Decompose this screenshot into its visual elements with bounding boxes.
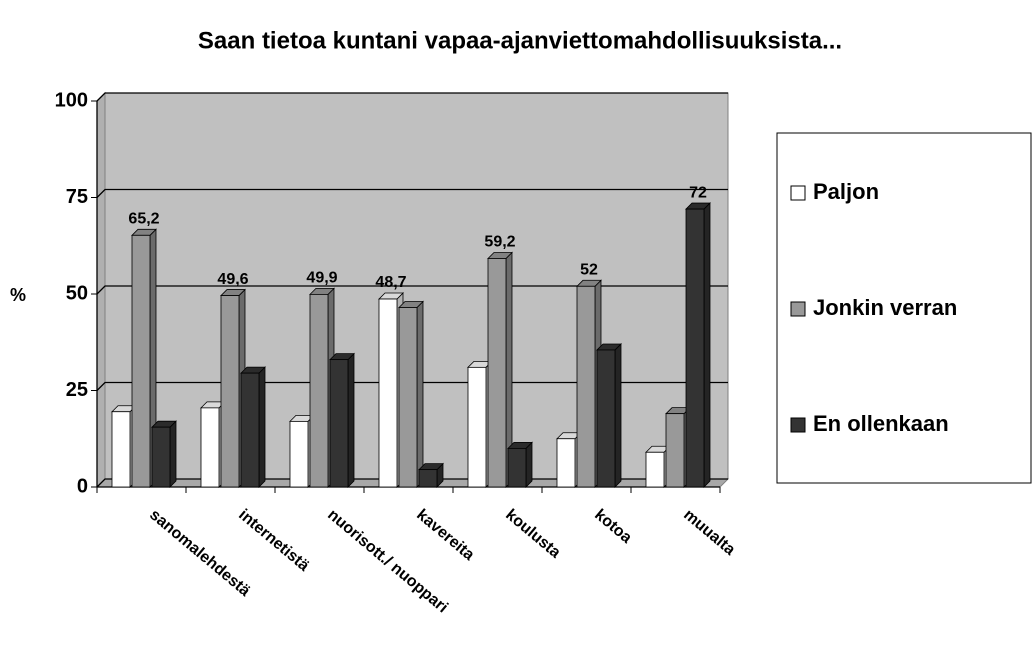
bar bbox=[151, 420, 177, 488]
bar-front bbox=[467, 366, 487, 488]
x-tick-label: internetistä bbox=[235, 506, 312, 575]
data-label: 59,2 bbox=[484, 234, 515, 251]
bar-front bbox=[329, 359, 349, 488]
bar-side bbox=[169, 420, 177, 488]
bar-front bbox=[240, 372, 260, 488]
x-tick-label: kavereita bbox=[413, 506, 477, 564]
y-tick-label: 0 bbox=[77, 475, 88, 497]
bar bbox=[131, 228, 157, 488]
x-tick-label: muualta bbox=[680, 506, 738, 559]
data-label: 49,6 bbox=[217, 271, 248, 288]
legend-label: Jonkin verran bbox=[813, 295, 957, 320]
bar-front bbox=[309, 293, 329, 488]
bar bbox=[398, 300, 424, 488]
grid-line bbox=[96, 188, 728, 198]
y-tick-label: 50 bbox=[66, 282, 88, 304]
x-tick-label: kotoa bbox=[591, 506, 635, 547]
legend-swatch bbox=[790, 417, 806, 433]
grid-line bbox=[96, 285, 728, 295]
legend-label: Paljon bbox=[813, 179, 879, 204]
bar-front bbox=[131, 234, 151, 488]
legend-swatch bbox=[790, 185, 806, 201]
chart-title: Saan tietoa kuntani vapaa-ajanviettomahd… bbox=[198, 27, 842, 54]
bar bbox=[596, 343, 622, 488]
data-label: 49,9 bbox=[306, 270, 337, 287]
x-tick-label: koulusta bbox=[502, 506, 563, 561]
grid-line bbox=[96, 92, 728, 102]
bar-side bbox=[258, 366, 266, 488]
bar-side bbox=[614, 343, 622, 488]
y-axis-label: % bbox=[10, 285, 26, 305]
bar bbox=[240, 366, 266, 488]
bar-front bbox=[556, 438, 576, 488]
bar-front bbox=[418, 469, 438, 488]
bar-front bbox=[378, 298, 398, 488]
legend-swatch bbox=[790, 301, 806, 317]
data-label: 72 bbox=[689, 184, 707, 201]
bar-side bbox=[347, 352, 355, 488]
data-label: 52 bbox=[580, 261, 598, 278]
data-label: 65,2 bbox=[128, 211, 159, 228]
bar bbox=[685, 202, 711, 488]
bar-front bbox=[151, 426, 171, 488]
bar-side bbox=[703, 202, 711, 488]
grid-line bbox=[96, 381, 728, 391]
bar-front bbox=[289, 420, 309, 488]
bar bbox=[507, 441, 533, 488]
bar-side bbox=[525, 441, 533, 488]
bar-front bbox=[685, 208, 705, 488]
bar-front bbox=[596, 349, 616, 488]
y-tick-label: 100 bbox=[55, 89, 88, 111]
y-tick-label: 75 bbox=[66, 186, 88, 208]
bar-front bbox=[111, 411, 131, 488]
bar bbox=[487, 251, 513, 488]
bar-front bbox=[665, 413, 685, 488]
bar-front bbox=[507, 447, 527, 488]
legend-box bbox=[776, 132, 1032, 484]
bar-front bbox=[200, 407, 220, 488]
bar-front bbox=[645, 451, 665, 488]
legend-label: En ollenkaan bbox=[813, 411, 949, 436]
bar bbox=[418, 462, 444, 488]
bar bbox=[329, 352, 355, 488]
y-tick-label: 25 bbox=[66, 379, 88, 401]
bar-front bbox=[220, 295, 240, 488]
bar-front bbox=[398, 307, 418, 488]
bar-front bbox=[576, 285, 596, 488]
bar-front bbox=[487, 258, 507, 488]
bar bbox=[309, 287, 335, 488]
data-label: 48,7 bbox=[375, 274, 406, 291]
bar-side bbox=[416, 300, 424, 488]
